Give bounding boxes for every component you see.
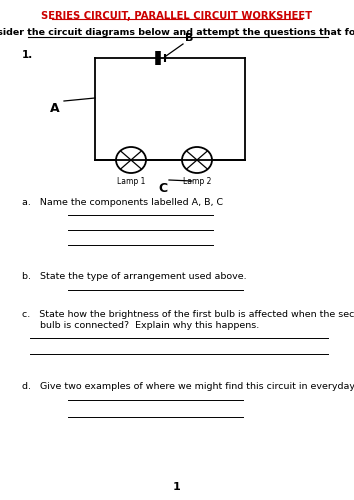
Text: SERIES CIRCUIT, PARALLEL CIRCUIT WORKSHEET: SERIES CIRCUIT, PARALLEL CIRCUIT WORKSHE…	[41, 11, 313, 21]
Text: d.   Give two examples of where we might find this circuit in everyday life.: d. Give two examples of where we might f…	[22, 382, 354, 391]
Text: Lamp 1: Lamp 1	[117, 177, 145, 186]
Text: A: A	[50, 102, 60, 114]
Text: B: B	[185, 33, 193, 43]
Text: b.   State the type of arrangement used above.: b. State the type of arrangement used ab…	[22, 272, 247, 281]
Text: a.   Name the components labelled A, B, C: a. Name the components labelled A, B, C	[22, 198, 223, 207]
Text: c.   State how the brightness of the first bulb is affected when the second: c. State how the brightness of the first…	[22, 310, 354, 319]
Text: C: C	[159, 182, 167, 195]
Text: 1.: 1.	[22, 50, 33, 60]
Text: Consider the circuit diagrams below and attempt the questions that follow: Consider the circuit diagrams below and …	[0, 28, 354, 37]
Text: Lamp 2: Lamp 2	[183, 177, 211, 186]
Text: bulb is connected?  Explain why this happens.: bulb is connected? Explain why this happ…	[22, 321, 259, 330]
Text: 1: 1	[173, 482, 181, 492]
